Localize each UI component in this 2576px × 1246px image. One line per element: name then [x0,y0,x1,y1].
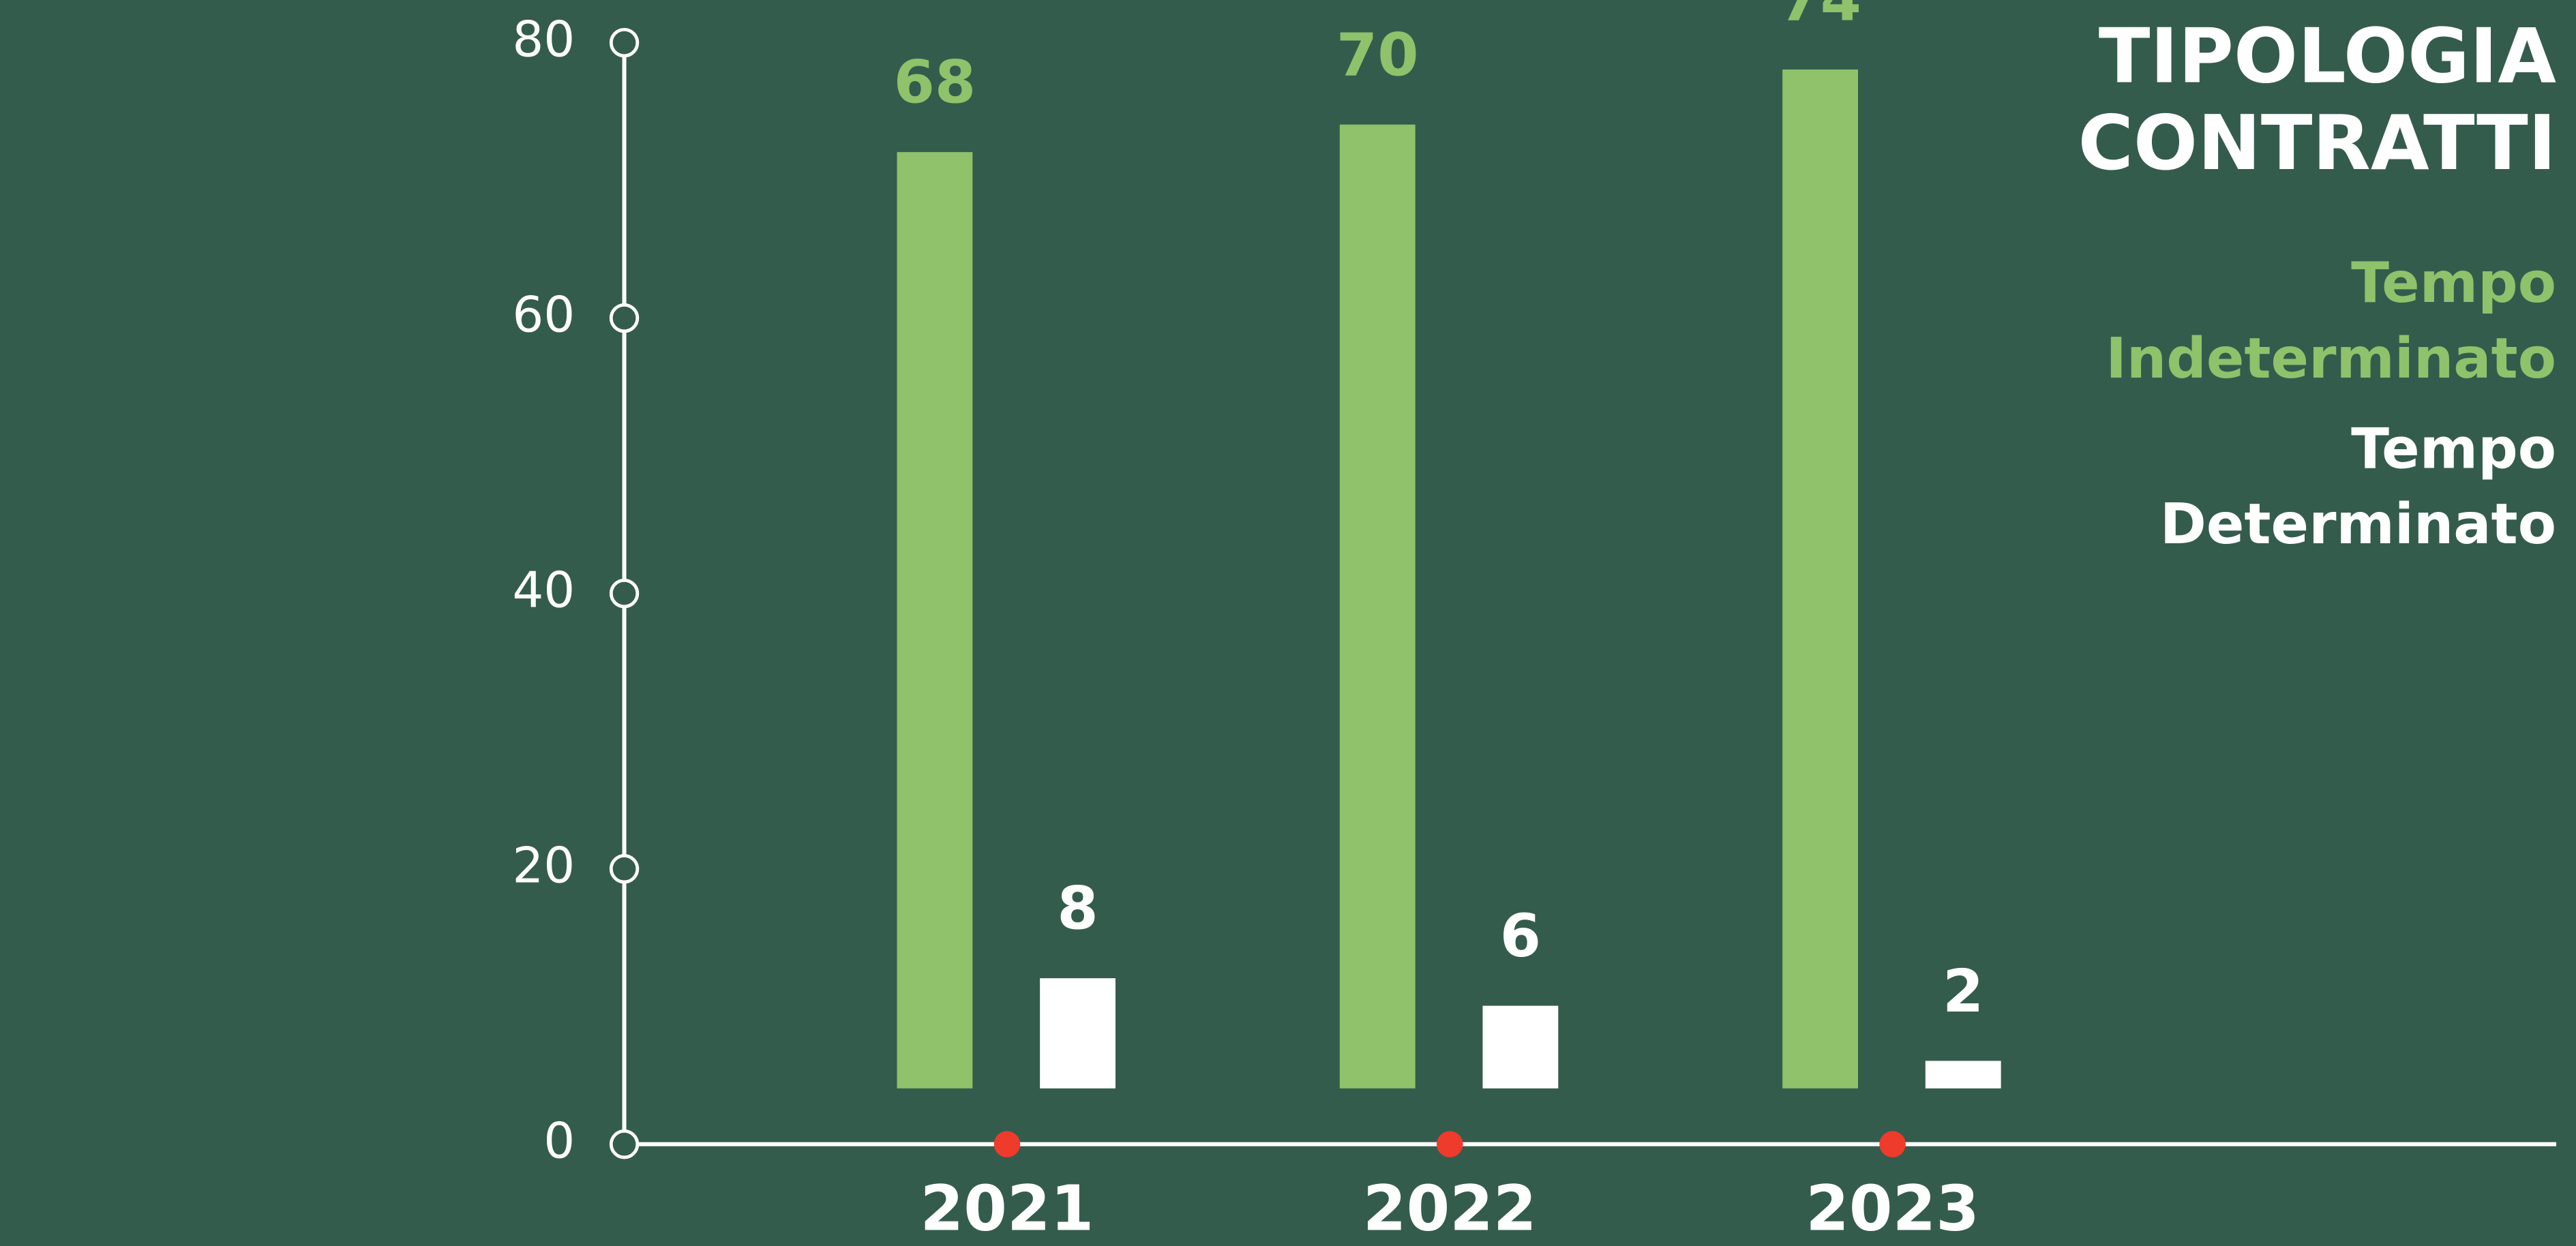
y-tick [609,27,640,58]
bar [897,152,973,1089]
y-tick [609,1129,640,1159]
value-label: 70 [1336,21,1419,89]
y-tick [609,303,640,333]
y-tick-label: 60 [512,287,575,344]
value-label: 74 [1779,0,1861,35]
bar [1782,69,1859,1089]
y-tick-label: 80 [512,12,575,69]
bar [1925,1061,2001,1089]
value-label: 8 [1057,875,1098,943]
bar [1482,1005,1559,1089]
x-tick-label: 2021 [920,1172,1094,1245]
category-marker [1879,1131,1906,1157]
value-label: 6 [1500,902,1541,971]
y-tick [609,578,640,609]
chart-title: TIPOLOGIA CONTRATTI [2078,11,2557,187]
y-tick [609,853,640,884]
y-tick-label: 40 [512,562,575,620]
legend-entry: Tempo Indeterminato [2106,251,2557,393]
y-tick-label: 20 [512,838,575,895]
value-label: 2 [1943,958,1983,1026]
bar [1040,978,1115,1089]
category-marker [1437,1131,1463,1157]
y-tick-label: 0 [543,1113,575,1170]
x-tick-label: 2023 [1806,1172,1979,1245]
value-label: 68 [894,49,976,117]
x-tick-label: 2022 [1363,1172,1537,1245]
category-marker [993,1131,1021,1157]
bar [1339,124,1416,1089]
legend-entry: Tempo Determinato [2159,416,2557,558]
